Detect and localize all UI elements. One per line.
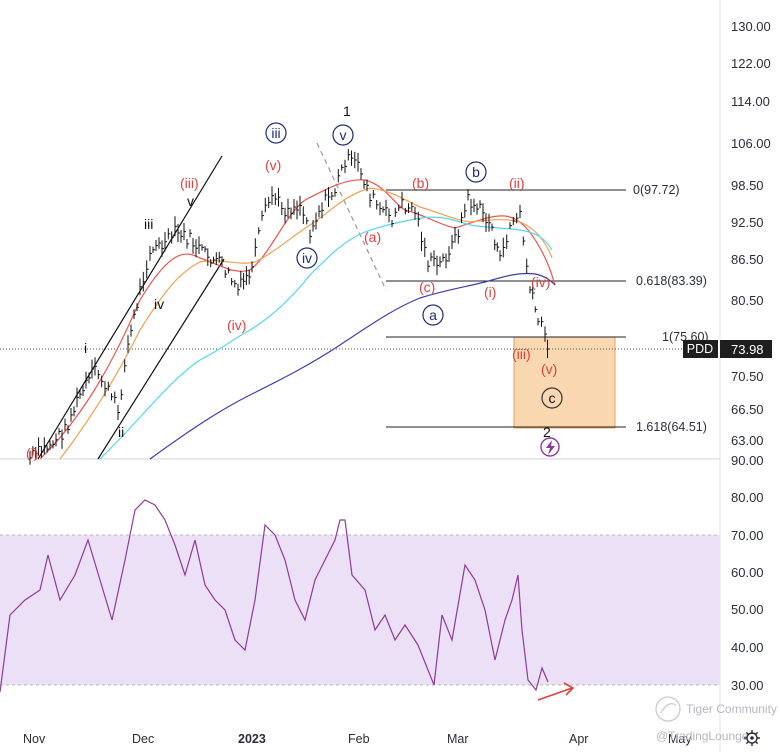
circle-label-c: c <box>549 390 556 406</box>
rsi-ytick-3: 60.00 <box>731 565 764 580</box>
moving-averages <box>39 179 556 460</box>
circle-iv <box>296 247 318 269</box>
wave-label-red-iv-2: (iv) <box>531 274 550 290</box>
circle-label-a: a <box>429 307 437 323</box>
circled-labels: iii iv v a b c <box>265 122 563 457</box>
wave-label-i: i <box>84 340 87 356</box>
tiger-logo-icon <box>655 696 681 722</box>
wave-label-red-i: (i) <box>26 445 38 461</box>
price-badge[interactable]: PDD 73.98 <box>683 340 772 358</box>
xtick-mar: Mar <box>447 732 469 746</box>
rsi-line <box>0 499 549 693</box>
watermark: Tiger Community @TradingLounge <box>655 696 777 743</box>
wave-label-red-ii-2: (ii) <box>509 175 525 191</box>
trend-channel <box>37 142 387 460</box>
rsi-band <box>0 535 720 685</box>
price-axis[interactable]: 130.00 122.00 114.00 106.00 98.50 92.50 … <box>731 19 771 693</box>
wave-label-1: 1 <box>343 103 351 119</box>
sma-navy <box>149 272 556 460</box>
candlestick-series <box>29 149 550 465</box>
watermark-text: @TradingLounge <box>656 729 749 743</box>
rsi-arrow <box>537 687 573 701</box>
circle-b <box>465 161 487 183</box>
circle-label-iv: iv <box>302 250 312 266</box>
circle-label-v: v <box>340 127 347 143</box>
xtick-nov: Nov <box>23 732 46 746</box>
ytick-5: 92.50 <box>731 215 764 230</box>
ytick-10: 66.50 <box>731 402 764 417</box>
circle-a <box>422 304 444 326</box>
lightning-icon[interactable] <box>540 437 560 457</box>
wave-label-a-paren: (a) <box>364 229 381 245</box>
fib-lines <box>386 189 626 428</box>
wave-label-red-v: (v) <box>265 157 281 173</box>
sma-red <box>39 179 556 460</box>
wave-label-c-paren: (c) <box>419 279 435 295</box>
wave-label-2: 2 <box>543 424 551 440</box>
ytick-11: 63.00 <box>731 433 764 448</box>
circle-label-b: b <box>472 164 480 180</box>
dashed-wave-line <box>316 142 387 291</box>
time-axis[interactable]: Nov Dec 2023 Feb Mar Apr May <box>23 732 692 746</box>
fib-label-0: 0(97.72) <box>633 183 680 197</box>
ytick-9: 70.50 <box>731 369 764 384</box>
rsi-ytick-4: 50.00 <box>731 602 764 617</box>
ytick-3: 106.00 <box>731 136 771 151</box>
fib-label-1618: 1.618(64.51) <box>636 420 707 434</box>
watermark-community: Tiger Community <box>686 702 777 716</box>
price-badge-value-bg <box>720 340 772 358</box>
wave-label-red-v-2: (v) <box>541 361 557 377</box>
xtick-may: May <box>668 732 692 746</box>
ytick-1: 122.00 <box>731 56 771 71</box>
lightning-glyph <box>546 440 555 455</box>
rsi-ytick-1: 80.00 <box>731 490 764 505</box>
wave-labels: 1 2 i ii iii iv v (i) (iii) (iv) (v) (a)… <box>26 103 557 461</box>
ytick-7: 80.50 <box>731 293 764 308</box>
circle-iii <box>265 122 287 144</box>
wave-label-red-i-2: (i) <box>484 284 496 300</box>
target-zone[interactable] <box>513 336 616 429</box>
ytick-0: 130.00 <box>731 19 771 34</box>
rsi-ytick-0: 90.00 <box>731 453 764 468</box>
channel-lower <box>97 258 225 460</box>
gear-icon[interactable] <box>744 730 760 746</box>
ytick-4: 98.50 <box>731 178 764 193</box>
rsi-arrow-head <box>563 682 575 696</box>
xtick-feb: Feb <box>348 732 370 746</box>
xtick-dec: Dec <box>132 732 154 746</box>
wave-label-red-iii: (iii) <box>180 175 199 191</box>
price-badge-symbol: PDD <box>687 342 713 356</box>
xtick-2023: 2023 <box>238 732 266 746</box>
wave-label-b-paren: (b) <box>412 175 429 191</box>
wave-label-iii: iii <box>144 216 153 232</box>
rsi-ytick-6: 30.00 <box>731 678 764 693</box>
channel-upper <box>37 155 223 460</box>
circle-v <box>332 124 354 146</box>
circle-label-iii: iii <box>271 125 280 141</box>
ytick-2: 114.00 <box>731 94 770 109</box>
sma-cyan <box>99 216 553 460</box>
tiger-logo-stripe <box>660 702 677 714</box>
price-badge-value: 73.98 <box>731 342 764 357</box>
wave-label-ii: ii <box>118 424 124 440</box>
price-badge-symbol-bg <box>683 340 718 358</box>
fib-label-0618: 0.618(83.39) <box>636 274 707 288</box>
rsi-ytick-5: 40.00 <box>731 640 764 655</box>
circle-c <box>541 387 563 409</box>
wave-label-red-iv: (iv) <box>227 317 246 333</box>
wave-label-v: v <box>187 193 194 209</box>
wave-label-iv: iv <box>154 296 164 312</box>
rsi-ytick-2: 70.00 <box>731 528 764 543</box>
xtick-apr: Apr <box>569 732 588 746</box>
ytick-6: 86.50 <box>731 252 764 267</box>
wave-label-red-iii-2: (iii) <box>512 346 531 362</box>
